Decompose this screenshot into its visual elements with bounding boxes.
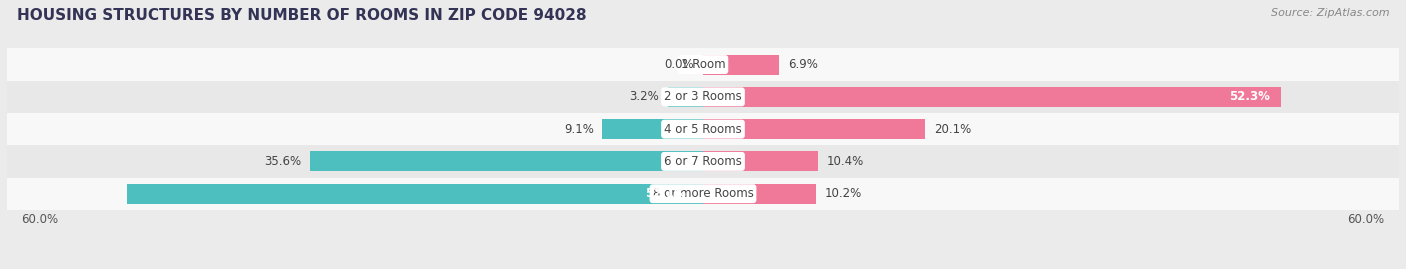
Bar (7, 48, 1399, 81)
Bar (7, 113, 1399, 145)
Bar (703, 119, 925, 139)
Bar (703, 184, 815, 204)
Text: 8 or more Rooms: 8 or more Rooms (652, 187, 754, 200)
Bar (7, 81, 1399, 113)
Text: 20.1%: 20.1% (934, 123, 972, 136)
Bar (128, 184, 703, 204)
Text: 6 or 7 Rooms: 6 or 7 Rooms (664, 155, 742, 168)
Bar (309, 151, 703, 171)
Text: 9.1%: 9.1% (564, 123, 593, 136)
Text: 1 Room: 1 Room (681, 58, 725, 71)
Bar (7, 145, 1399, 178)
Text: Source: ZipAtlas.com: Source: ZipAtlas.com (1271, 8, 1389, 18)
Text: HOUSING STRUCTURES BY NUMBER OF ROOMS IN ZIP CODE 94028: HOUSING STRUCTURES BY NUMBER OF ROOMS IN… (17, 8, 586, 23)
Text: 2 or 3 Rooms: 2 or 3 Rooms (664, 90, 742, 103)
Text: 6.9%: 6.9% (787, 58, 818, 71)
Bar (703, 87, 1281, 107)
Text: 0.0%: 0.0% (665, 58, 695, 71)
Text: 10.4%: 10.4% (827, 155, 863, 168)
Bar (703, 55, 779, 75)
Legend: Owner-occupied, Renter-occupied: Owner-occupied, Renter-occupied (568, 264, 838, 269)
Bar (7, 178, 1399, 210)
Bar (703, 151, 818, 171)
Bar (603, 119, 703, 139)
Bar (668, 87, 703, 107)
Text: 52.1%: 52.1% (645, 187, 686, 200)
Text: 10.2%: 10.2% (824, 187, 862, 200)
Text: 4 or 5 Rooms: 4 or 5 Rooms (664, 123, 742, 136)
Text: 35.6%: 35.6% (264, 155, 301, 168)
Text: 52.3%: 52.3% (1229, 90, 1270, 103)
Text: 3.2%: 3.2% (628, 90, 659, 103)
